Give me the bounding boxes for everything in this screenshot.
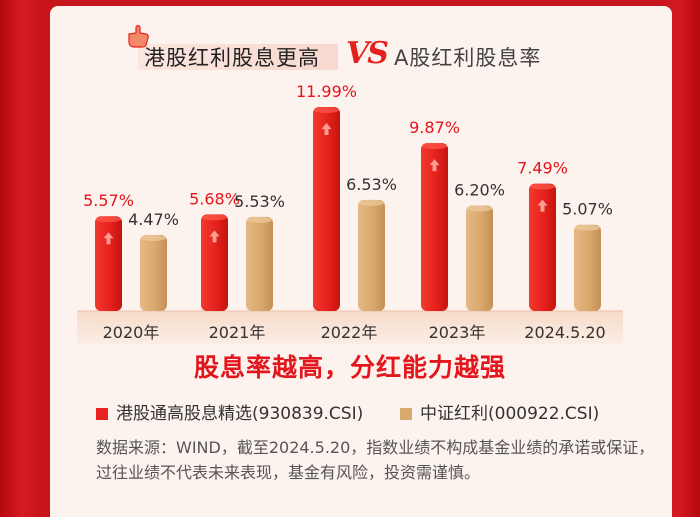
x-tick-label: 2024.5.20 — [524, 323, 605, 342]
disclaimer-note: 数据来源：WIND，截至2024.5.20，指数业绩不构成基金业绩的承诺或保证，… — [96, 438, 655, 482]
legend-swatch-hk — [96, 408, 108, 420]
dividend-bar-chart: 5.57%4.47% 2020年 5.68%5.53% 2021年 11.99% 6.53… — [77, 82, 623, 345]
x-tick-label: 2020年 — [103, 323, 160, 342]
bar-a — [466, 205, 493, 311]
bar-hk — [95, 216, 122, 311]
bar-cap — [530, 183, 555, 190]
bar-cap — [202, 214, 227, 221]
bar-cap — [247, 216, 272, 223]
x-tick-label: 2023年 — [429, 323, 486, 342]
bar-cap — [359, 199, 384, 206]
bar-cap — [314, 107, 339, 113]
bar-a — [246, 216, 273, 311]
bar-cap — [96, 216, 121, 223]
up-arrow-icon — [429, 159, 440, 172]
x-tick-label: 2021年 — [209, 323, 266, 342]
title-highlight-pill — [138, 44, 338, 70]
slogan: 股息率越高，分红能力越强 — [193, 353, 506, 382]
legend-item-a: 中证红利(000922.CSI) — [400, 399, 599, 424]
bar-a — [140, 234, 167, 311]
up-arrow-icon — [103, 232, 114, 245]
chart-title-right: A股红利股息率 — [394, 46, 542, 70]
chart-baseline-platform — [77, 311, 623, 345]
bar-cap — [422, 143, 447, 150]
pointing-hand-icon — [128, 24, 149, 48]
data-label-a: 5.07% — [562, 200, 613, 219]
x-tick-label: 2022年 — [321, 323, 378, 342]
bar-cap — [575, 224, 600, 231]
bar-a — [358, 199, 385, 311]
up-arrow-icon — [209, 230, 220, 243]
bar-hk — [201, 214, 228, 311]
data-label-hk: 9.87% — [409, 118, 460, 137]
data-label-a: 5.53% — [234, 192, 285, 211]
bar-hk — [421, 143, 448, 311]
data-label-a: 6.20% — [454, 181, 505, 200]
vs-mark: VS — [346, 36, 389, 71]
legend-label-hk: 港股通高股息精选(930839.CSI) — [116, 404, 364, 424]
data-label-a: 4.47% — [128, 210, 179, 229]
up-arrow-icon — [537, 199, 548, 212]
legend-item-hk: 港股通高股息精选(930839.CSI) — [96, 399, 363, 424]
data-label-hk: 5.57% — [83, 191, 134, 210]
data-label-a: 6.53% — [346, 175, 397, 194]
data-label-hk: 7.49% — [517, 159, 568, 178]
data-label-hk: 11.99% — [296, 82, 357, 101]
bar-a — [574, 224, 601, 311]
bar-hk — [529, 183, 556, 311]
bar-hk — [313, 107, 340, 311]
up-arrow-icon — [321, 123, 332, 135]
legend-label-a: 中证红利(000922.CSI) — [420, 404, 600, 424]
chart-title-left: 港股红利股息更高 — [144, 46, 320, 70]
data-label-hk: 5.68% — [189, 189, 240, 208]
bar-cap — [141, 234, 166, 241]
legend-swatch-a — [400, 408, 412, 420]
bar-cap — [467, 205, 492, 212]
